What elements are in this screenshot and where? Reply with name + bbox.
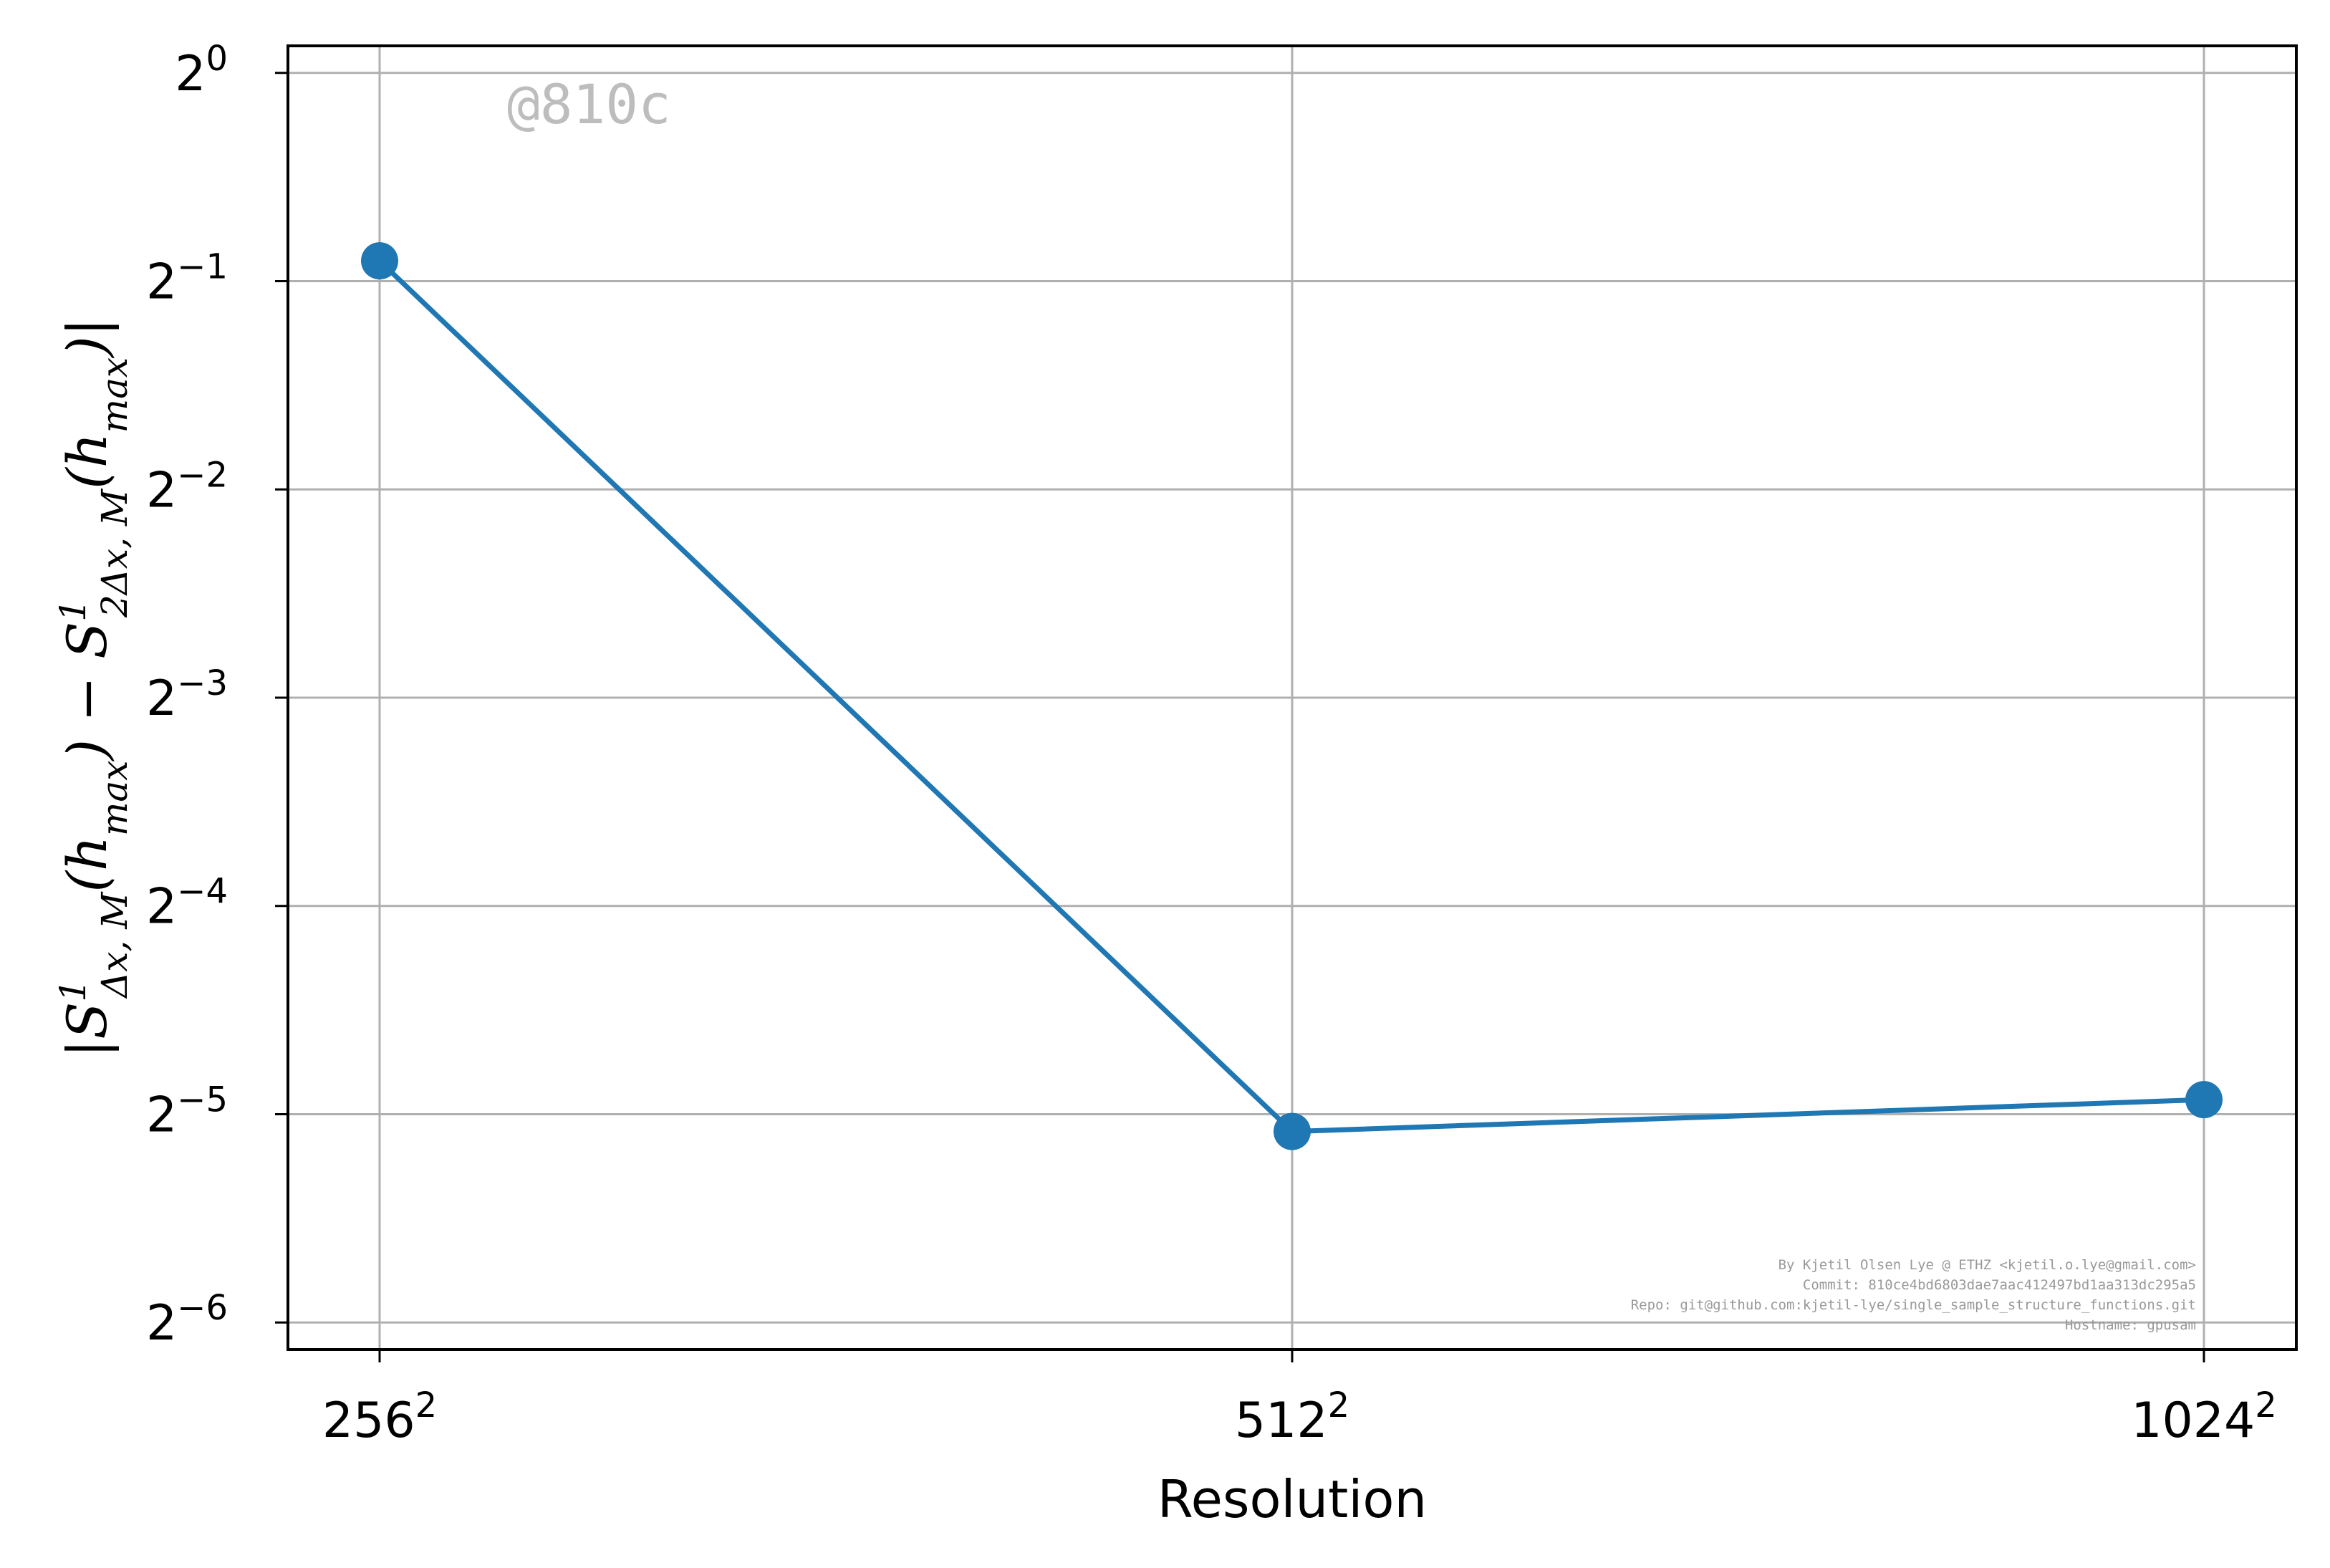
data-point bbox=[1274, 1112, 1311, 1150]
x-tick-label: 5122 bbox=[1235, 1385, 1349, 1449]
watermark-text: @810c bbox=[507, 72, 671, 136]
credits-line-author: By Kjetil Olsen Lye @ ETHZ <kjetil.o.lye… bbox=[1778, 1257, 2196, 1273]
grid-lines bbox=[288, 46, 2296, 1350]
y-tick-label: 2−2 bbox=[146, 455, 228, 519]
credits-line-repo: Repo: git@github.com:kjetil-lye/single_s… bbox=[1631, 1297, 2196, 1313]
x-axis-label: Resolution bbox=[1157, 1469, 1427, 1529]
y-tick-label: 2−1 bbox=[146, 247, 228, 311]
credits-block: By Kjetil Olsen Lye @ ETHZ <kjetil.o.lye… bbox=[1631, 1257, 2196, 1333]
y-tick-label: 20 bbox=[175, 39, 228, 102]
axis-ticks: 2562 5122 10242 20 2−1 2−2 2−3 2−4 2−5 2−6 bbox=[146, 39, 2277, 1449]
y-axis-label: |S1Δx, M(hmax) − S12Δx, M(hmax)| bbox=[52, 318, 135, 1058]
data-point bbox=[361, 242, 398, 280]
y-tick-label: 2−5 bbox=[146, 1079, 228, 1143]
x-tick-label: 2562 bbox=[322, 1385, 437, 1449]
data-series bbox=[361, 242, 2223, 1150]
data-point bbox=[2185, 1081, 2223, 1119]
y-tick-label: 2−3 bbox=[146, 663, 228, 727]
y-tick-label: 2−4 bbox=[146, 872, 228, 935]
credits-line-commit: Commit: 810ce4bd6803dae7aac412497bd1aa31… bbox=[1803, 1277, 2196, 1293]
y-tick-label: 2−6 bbox=[146, 1288, 228, 1352]
x-tick-label: 10242 bbox=[2131, 1385, 2277, 1449]
credits-line-hostname: Hostname: gpusam bbox=[2065, 1317, 2196, 1333]
